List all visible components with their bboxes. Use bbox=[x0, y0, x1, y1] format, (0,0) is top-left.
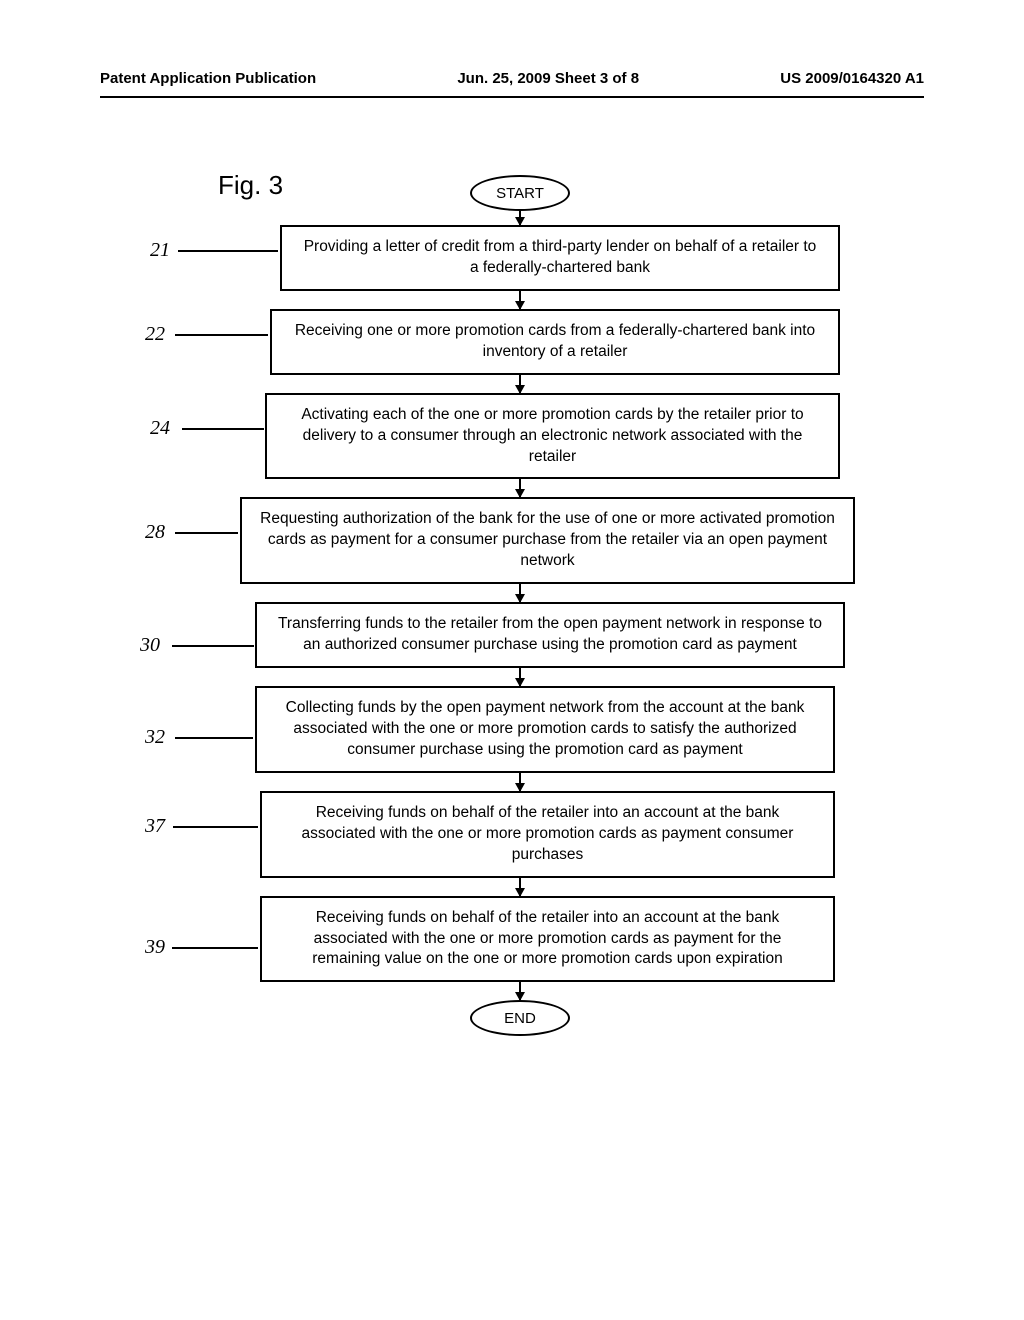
figure-3: Fig. 3 START 21Providing a letter of cre… bbox=[100, 175, 924, 1036]
flow-step: 30Transferring funds to the retailer fro… bbox=[170, 602, 870, 668]
patent-page: Patent Application Publication Jun. 25, … bbox=[0, 0, 1024, 1320]
step-box: Providing a letter of credit from a thir… bbox=[280, 225, 840, 291]
arrow-icon bbox=[519, 878, 521, 896]
flow-step: 21Providing a letter of credit from a th… bbox=[170, 225, 870, 291]
step-box: Transferring funds to the retailer from … bbox=[255, 602, 845, 668]
step-box: Collecting funds by the open payment net… bbox=[255, 686, 835, 773]
leader-line bbox=[178, 250, 278, 252]
step-box: Activating each of the one or more promo… bbox=[265, 393, 840, 480]
leader-line bbox=[182, 428, 264, 430]
arrow-icon bbox=[519, 291, 521, 309]
flow-step: 32Collecting funds by the open payment n… bbox=[170, 686, 870, 773]
steps-container: 21Providing a letter of credit from a th… bbox=[170, 225, 870, 1000]
arrow-icon bbox=[519, 982, 521, 1000]
leader-line bbox=[175, 532, 238, 534]
step-number: 24 bbox=[150, 417, 170, 440]
step-number: 37 bbox=[145, 815, 165, 838]
flowchart: START 21Providing a letter of credit fro… bbox=[170, 175, 870, 1036]
arrow-icon bbox=[519, 479, 521, 497]
step-number: 22 bbox=[145, 323, 165, 346]
start-terminal: START bbox=[470, 175, 570, 211]
arrow-icon bbox=[519, 375, 521, 393]
step-number: 32 bbox=[145, 726, 165, 749]
leader-line bbox=[175, 334, 268, 336]
end-terminal: END bbox=[470, 1000, 570, 1036]
page-header: Patent Application Publication Jun. 25, … bbox=[100, 70, 924, 87]
step-box: Requesting authorization of the bank for… bbox=[240, 497, 855, 584]
header-rule bbox=[100, 96, 924, 98]
leader-line bbox=[172, 947, 258, 949]
step-number: 30 bbox=[140, 634, 160, 657]
step-box: Receiving funds on behalf of the retaile… bbox=[260, 896, 835, 983]
step-box: Receiving funds on behalf of the retaile… bbox=[260, 791, 835, 878]
arrow-icon bbox=[519, 584, 521, 602]
flow-step: 28Requesting authorization of the bank f… bbox=[170, 497, 870, 584]
leader-line bbox=[175, 737, 253, 739]
step-box: Receiving one or more promotion cards fr… bbox=[270, 309, 840, 375]
header-left: Patent Application Publication bbox=[100, 70, 316, 87]
flow-step: 37Receiving funds on behalf of the retai… bbox=[170, 791, 870, 878]
start-label: START bbox=[496, 185, 544, 202]
arrow-icon bbox=[519, 668, 521, 686]
step-number: 39 bbox=[145, 936, 165, 959]
leader-line bbox=[172, 645, 254, 647]
step-number: 21 bbox=[150, 239, 170, 262]
step-number: 28 bbox=[145, 521, 165, 544]
arrow-icon bbox=[519, 211, 521, 225]
header-center: Jun. 25, 2009 Sheet 3 of 8 bbox=[457, 70, 639, 87]
flow-step: 24Activating each of the one or more pro… bbox=[170, 393, 870, 480]
arrow-icon bbox=[519, 773, 521, 791]
end-label: END bbox=[504, 1010, 536, 1027]
header-right: US 2009/0164320 A1 bbox=[780, 70, 924, 87]
flow-step: 22Receiving one or more promotion cards … bbox=[170, 309, 870, 375]
flow-step: 39Receiving funds on behalf of the retai… bbox=[170, 896, 870, 983]
leader-line bbox=[173, 826, 258, 828]
